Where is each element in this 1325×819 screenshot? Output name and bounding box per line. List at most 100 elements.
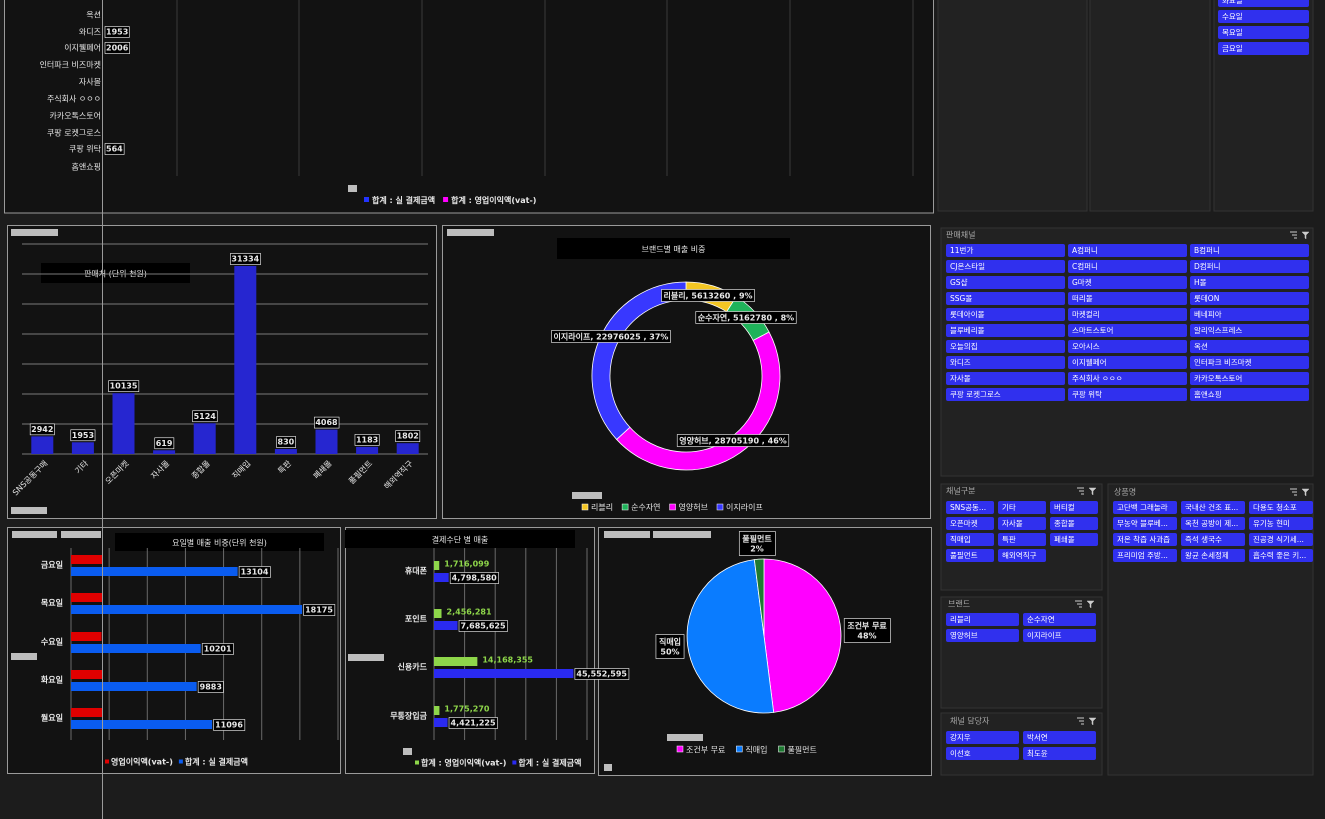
slicer-button[interactable] (946, 747, 1019, 760)
slicer-button[interactable] (946, 372, 1065, 385)
slicer-item[interactable]: 마켓컬리 (1068, 308, 1187, 321)
slicer-item[interactable]: 왕균 손세정제 (1181, 549, 1245, 562)
slicer-item[interactable]: 쿠팡 위탁 (1068, 388, 1187, 401)
slicer-item[interactable]: 카카오톡스토어 (1190, 372, 1309, 385)
slicer-button[interactable] (1068, 340, 1187, 353)
slicer-item[interactable]: 이지웰페어 (1068, 356, 1187, 369)
slicer-button[interactable] (1249, 549, 1313, 562)
slicer-button[interactable] (946, 501, 994, 514)
slicer-button[interactable] (946, 356, 1065, 369)
slicer-button[interactable] (998, 501, 1046, 514)
slicer-button[interactable] (1190, 388, 1309, 401)
slicer-item[interactable]: 흡수력 좋은 키... (1249, 549, 1313, 562)
slicer-item[interactable]: 옥션 (1190, 340, 1309, 353)
slicer-item[interactable]: 프리미엄 주방... (1113, 549, 1177, 562)
slicer-item[interactable]: 쿠팡 로켓그로스 (946, 388, 1065, 401)
slicer-button[interactable] (1249, 533, 1313, 546)
slicer-item[interactable]: 11번가 (946, 244, 1065, 257)
slicer-item[interactable]: 자사몰 (946, 372, 1065, 385)
slicer-item[interactable]: 영양허브 (946, 629, 1019, 642)
slicer-item[interactable]: 인터파크 비즈마켓 (1190, 356, 1309, 369)
slicer-button[interactable] (1068, 260, 1187, 273)
slicer-item[interactable]: 직매입 (946, 533, 994, 546)
slicer-button[interactable] (946, 308, 1065, 321)
slicer-item[interactable]: 해외역직구 (998, 549, 1046, 562)
slicer-button[interactable] (1190, 244, 1309, 257)
slicer-button[interactable] (946, 324, 1065, 337)
slicer-button[interactable] (946, 629, 1019, 642)
slicer-item[interactable]: 진공경 식기세... (1249, 533, 1313, 546)
slicer-button[interactable] (946, 276, 1065, 289)
slicer-item[interactable]: 오픈마켓 (946, 517, 994, 530)
slicer-item[interactable]: 즉석 생국수 (1181, 533, 1245, 546)
slicer-button[interactable] (946, 517, 994, 530)
slicer-button[interactable] (1181, 501, 1245, 514)
slicer-item[interactable]: 롯데ON (1190, 292, 1309, 305)
slicer-button[interactable] (1190, 260, 1309, 273)
slicer-button[interactable] (946, 613, 1019, 626)
slicer-button[interactable] (1218, 26, 1309, 39)
slicer-item[interactable]: SSG몰 (946, 292, 1065, 305)
slicer-button[interactable] (1050, 533, 1098, 546)
slicer-button[interactable] (946, 549, 994, 562)
slicer-item[interactable]: 고단백 그래놀라 (1113, 501, 1177, 514)
slicer-item[interactable]: 목요일 (1218, 26, 1309, 39)
slicer-button[interactable] (1050, 501, 1098, 514)
slicer-item[interactable]: 베네피아 (1190, 308, 1309, 321)
slicer-item[interactable]: D컴퍼니 (1190, 260, 1309, 273)
slicer-item[interactable]: 떠리몰 (1068, 292, 1187, 305)
slicer-item[interactable]: 자사몰 (998, 517, 1046, 530)
slicer-button[interactable] (1068, 292, 1187, 305)
slicer-button[interactable] (1023, 629, 1096, 642)
slicer-item[interactable]: 주식회사 ㅇㅇㅇ (1068, 372, 1187, 385)
slicer-item[interactable]: 강지우 (946, 731, 1019, 744)
slicer-item[interactable]: 버티컬 (1050, 501, 1098, 514)
slicer-item[interactable]: 국내산 건조 표... (1181, 501, 1245, 514)
slicer-button[interactable] (1249, 517, 1313, 530)
slicer-button[interactable] (1068, 372, 1187, 385)
slicer-button[interactable] (946, 340, 1065, 353)
slicer-button[interactable] (1023, 747, 1096, 760)
slicer-button[interactable] (998, 517, 1046, 530)
slicer-item[interactable]: 이지라이프 (1023, 629, 1096, 642)
slicer-item[interactable]: 폐쇄몰 (1050, 533, 1098, 546)
slicer-button[interactable] (946, 260, 1065, 273)
slicer-button[interactable] (1068, 244, 1187, 257)
slicer-button[interactable] (946, 731, 1019, 744)
slicer-button[interactable] (946, 244, 1065, 257)
slicer-item[interactable]: GS샵 (946, 276, 1065, 289)
slicer-button[interactable] (1218, 42, 1309, 55)
slicer-item[interactable]: 박서연 (1023, 731, 1096, 744)
slicer-button[interactable] (998, 533, 1046, 546)
slicer-item[interactable]: 무농약 블루베... (1113, 517, 1177, 530)
slicer-item[interactable]: 특판 (998, 533, 1046, 546)
slicer-item[interactable]: 블루베리몰 (946, 324, 1065, 337)
slicer-item[interactable]: 오아시스 (1068, 340, 1187, 353)
slicer-item[interactable]: 수요일 (1218, 10, 1309, 23)
slicer-button[interactable] (946, 533, 994, 546)
slicer-button[interactable] (1113, 501, 1177, 514)
slicer-item[interactable]: 다용도 청소포 (1249, 501, 1313, 514)
slicer-item[interactable]: 스마트스토어 (1068, 324, 1187, 337)
slicer-button[interactable] (1190, 276, 1309, 289)
slicer-button[interactable] (1068, 388, 1187, 401)
slicer-button[interactable] (1190, 308, 1309, 321)
slicer-button[interactable] (1218, 0, 1309, 7)
slicer-button[interactable] (1190, 340, 1309, 353)
slicer-item[interactable]: 저온 착즙 사과즙 (1113, 533, 1177, 546)
slicer-item[interactable]: 이선호 (946, 747, 1019, 760)
slicer-item[interactable]: 금요일 (1218, 42, 1309, 55)
slicer-button[interactable] (1113, 517, 1177, 530)
slicer-item[interactable]: 옥천 공방이 제... (1181, 517, 1245, 530)
slicer-item[interactable]: 종합몰 (1050, 517, 1098, 530)
slicer-item[interactable]: SNS공동... (946, 501, 994, 514)
slicer-item[interactable]: 최도윤 (1023, 747, 1096, 760)
slicer-button[interactable] (946, 388, 1065, 401)
slicer-button[interactable] (1023, 613, 1096, 626)
slicer-item[interactable]: 유기농 현미 (1249, 517, 1313, 530)
slicer-item[interactable]: 리블리 (946, 613, 1019, 626)
slicer-item[interactable]: 풀필먼트 (946, 549, 994, 562)
slicer-item[interactable]: 홈앤쇼핑 (1190, 388, 1309, 401)
slicer-button[interactable] (946, 292, 1065, 305)
slicer-button[interactable] (1218, 10, 1309, 23)
